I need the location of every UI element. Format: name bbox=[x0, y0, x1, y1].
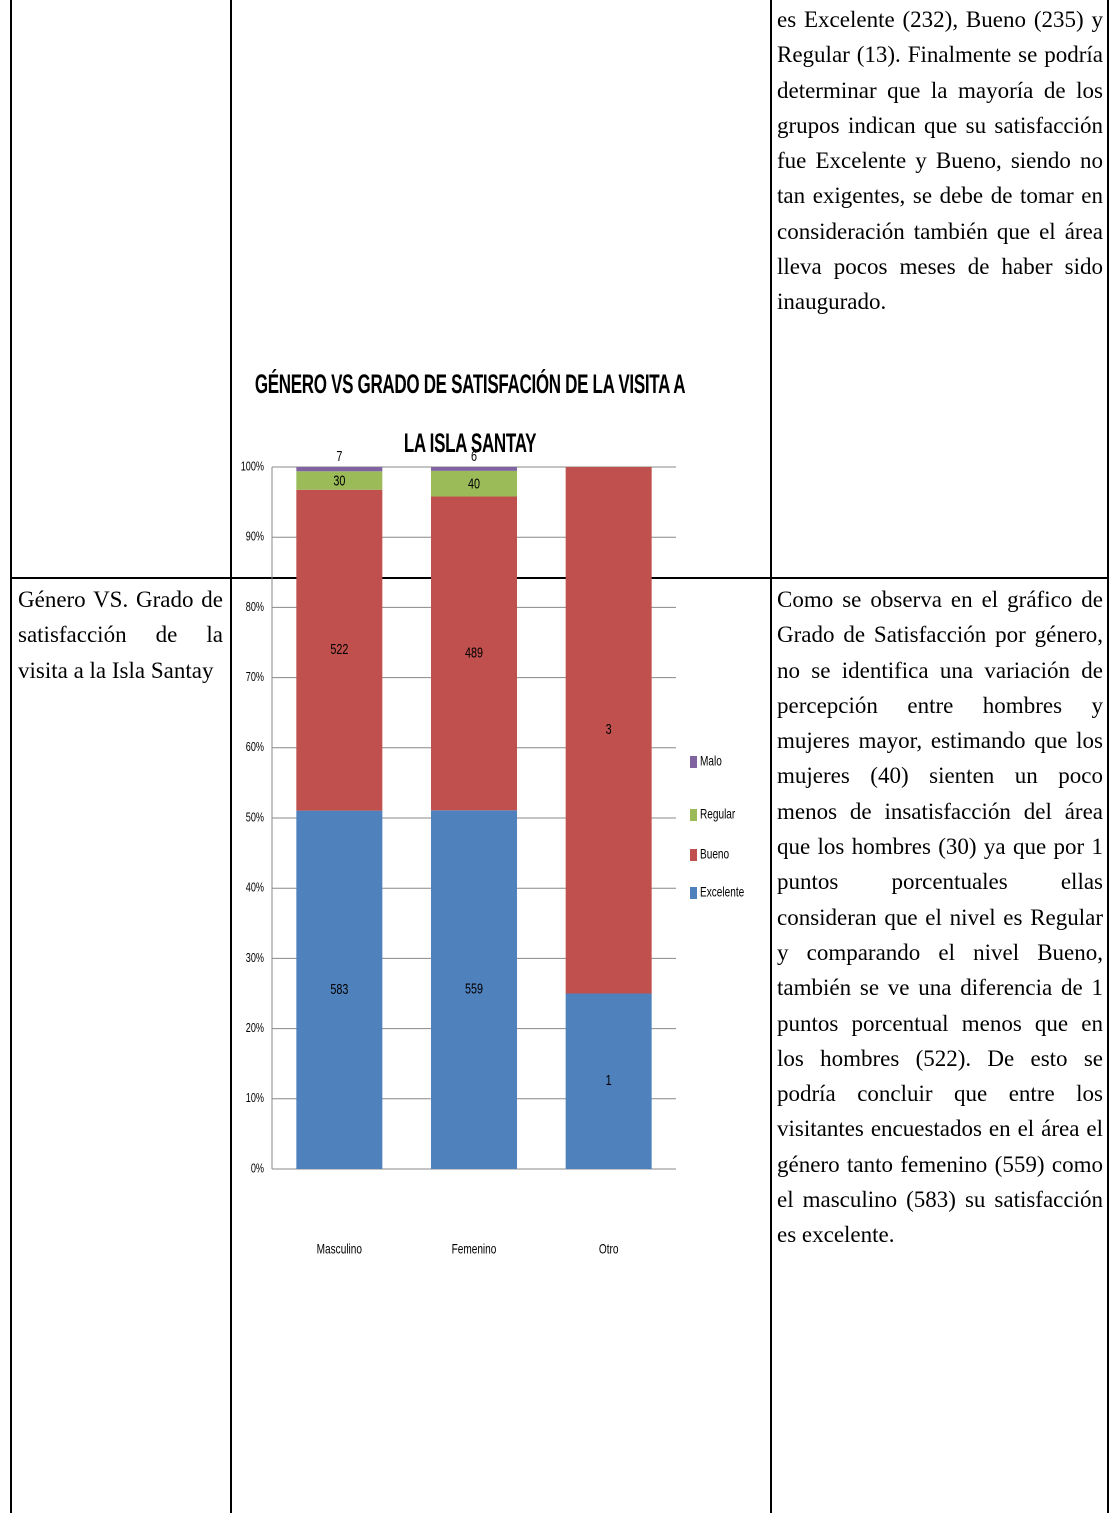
chart-title: GÉNERO VS GRADO DE SATISFACIÓN DE LA VIS… bbox=[254, 369, 686, 458]
y-tick-label: 50% bbox=[246, 811, 264, 825]
x-tick-label: Otro bbox=[599, 1241, 619, 1257]
row-label: Género VS. Grado de satisfacción de la v… bbox=[18, 587, 223, 683]
data-label: 1 bbox=[606, 1071, 612, 1088]
legend-label: Excelente bbox=[700, 884, 744, 900]
border bbox=[1107, 0, 1109, 1513]
cell-text: Como se observa en el gráfico de Grado d… bbox=[777, 587, 1103, 1248]
data-label: 3 bbox=[606, 720, 612, 737]
bar-segment bbox=[296, 810, 383, 1169]
y-tick-label: 10% bbox=[246, 1092, 264, 1106]
data-label: 40 bbox=[468, 475, 480, 492]
bar-segment bbox=[565, 993, 652, 1169]
border bbox=[10, 0, 12, 1513]
bar-segment bbox=[296, 489, 383, 811]
bar-segment bbox=[431, 810, 517, 1169]
border bbox=[230, 0, 232, 1513]
data-label: 489 bbox=[465, 644, 483, 661]
legend-swatch bbox=[690, 887, 697, 899]
data-label: 30 bbox=[333, 472, 345, 489]
y-tick-label: 80% bbox=[246, 600, 264, 614]
y-tick-label: 20% bbox=[246, 1022, 264, 1036]
legend-label: Regular bbox=[700, 806, 735, 822]
bar-segment bbox=[431, 496, 517, 811]
data-label: 7 bbox=[336, 447, 342, 464]
y-tick-label: 40% bbox=[246, 881, 264, 895]
data-label: 559 bbox=[465, 980, 483, 997]
x-tick-label: Femenino bbox=[452, 1241, 497, 1257]
bar-segment bbox=[296, 471, 383, 490]
border bbox=[10, 577, 1109, 579]
cell-text: es Excelente (232), Bueno (235) y Regula… bbox=[777, 7, 1103, 315]
y-tick-label: 0% bbox=[251, 1162, 264, 1176]
data-label: 6 bbox=[471, 447, 477, 464]
bar-segment bbox=[431, 467, 517, 471]
y-tick-label: 60% bbox=[246, 741, 264, 755]
legend-swatch bbox=[690, 809, 697, 821]
y-tick-label: 90% bbox=[246, 530, 264, 544]
legend-label: Bueno bbox=[700, 846, 729, 862]
bar-segment bbox=[296, 467, 383, 472]
y-tick-label: 100% bbox=[241, 460, 264, 474]
y-tick-label: 70% bbox=[246, 671, 264, 685]
y-tick-label: 30% bbox=[246, 951, 264, 965]
legend-label: Malo bbox=[700, 753, 722, 769]
legend-swatch bbox=[690, 849, 697, 861]
border bbox=[770, 0, 772, 1513]
legend: Excelente Bueno Regular Malo bbox=[690, 753, 744, 900]
legend-swatch bbox=[690, 756, 697, 768]
x-tick-label: Masculino bbox=[317, 1241, 363, 1257]
data-label: 583 bbox=[330, 980, 348, 997]
bar-segment bbox=[565, 467, 652, 994]
bar-segment bbox=[431, 470, 517, 497]
data-label: 522 bbox=[330, 640, 348, 657]
